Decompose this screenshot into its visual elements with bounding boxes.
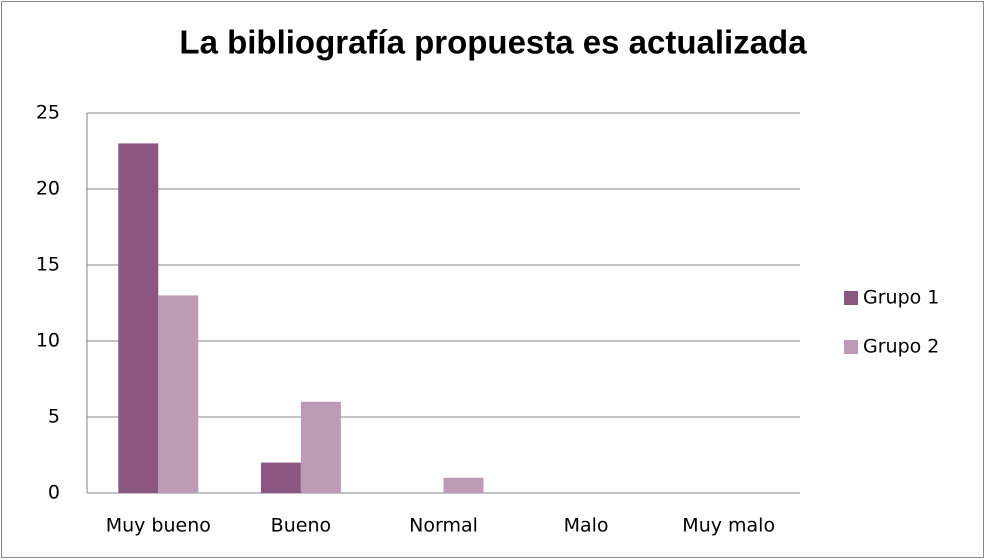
x-tick-label: Bueno <box>271 515 331 537</box>
x-tick-label: Muy bueno <box>106 515 211 537</box>
x-tick-label: Malo <box>564 515 609 537</box>
y-tick-label: 25 <box>36 102 60 124</box>
y-tick-label: 20 <box>36 178 60 200</box>
y-tick-label: 15 <box>36 254 60 276</box>
y-tick-label: 10 <box>36 330 60 352</box>
y-tick-label: 0 <box>48 482 60 504</box>
bar <box>118 143 159 493</box>
legend-label: Grupo 2 <box>863 336 939 358</box>
y-tick-label: 5 <box>48 406 60 428</box>
x-tick-label: Normal <box>409 515 478 537</box>
legend-swatch <box>844 340 858 354</box>
legend-swatch <box>844 291 858 305</box>
bar <box>260 462 301 493</box>
legend-label: Grupo 1 <box>863 287 939 309</box>
chart-title: La bibliografía propuesta es actualizada <box>179 24 807 61</box>
bar <box>300 401 341 493</box>
bar <box>443 477 484 493</box>
x-tick-label: Muy malo <box>682 515 775 537</box>
bar <box>158 295 199 493</box>
